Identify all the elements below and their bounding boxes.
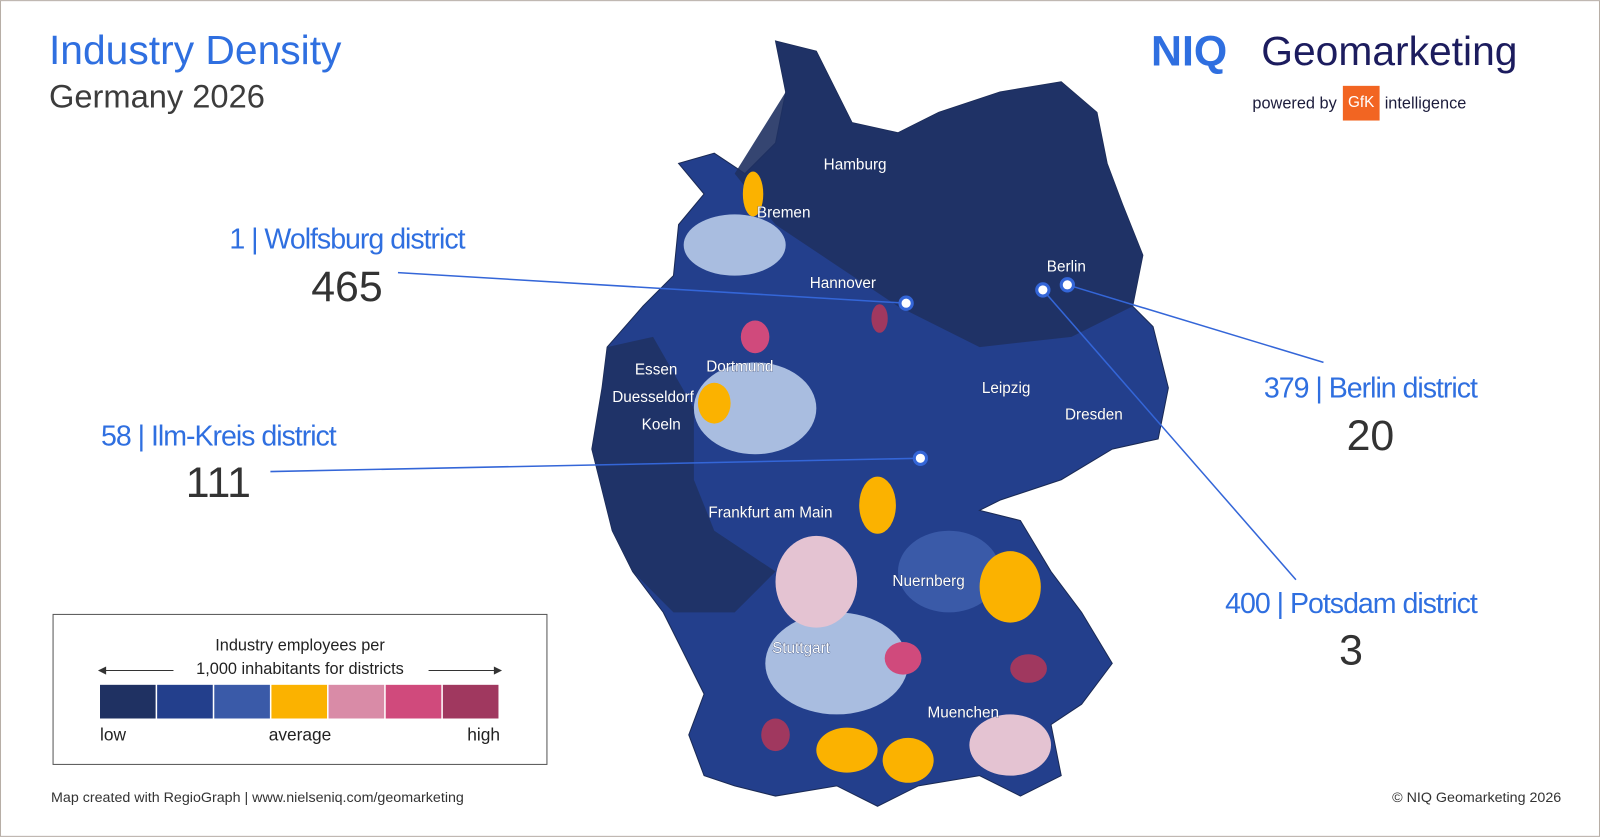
arrow-head: [493, 666, 503, 675]
germany-map: [591, 40, 1169, 807]
region-wine: [1010, 654, 1047, 683]
callout-label: 58 | Ilm-Kreis district: [101, 420, 337, 452]
callout-value: 3: [1339, 627, 1363, 675]
region-pink: [775, 535, 858, 628]
legend-label: low: [100, 724, 126, 744]
city-label: Hannover: [810, 275, 876, 292]
city-labels: Hamburg Bremen Hannover Berlin Essen Dortmund…: [612, 156, 1123, 722]
subtitle: Germany 2026: [49, 78, 265, 115]
city-label: Berlin: [1047, 259, 1086, 276]
callout-dot: [898, 295, 914, 311]
city-label: Koeln: [642, 417, 681, 434]
region-yellow: [697, 382, 731, 424]
legend-title: 1,000 inhabitants for districts: [196, 660, 404, 678]
city-label: Dortmund: [706, 359, 773, 376]
legend-swatch: [442, 684, 499, 719]
logo-powered: powered by: [1252, 95, 1337, 113]
region-yellow: [742, 171, 764, 217]
city-label: Stuttgart: [772, 640, 831, 657]
footer-right: © NIQ Geomarketing 2026: [1392, 790, 1561, 806]
footer-left: Map created with RegioGraph | www.nielse…: [51, 790, 464, 806]
region-mid: [897, 530, 1000, 613]
logo-partner-suffix: intelligence: [1385, 95, 1467, 113]
legend-swatch: [328, 684, 385, 719]
arrow-head: [97, 666, 107, 675]
legend-swatch: [157, 684, 213, 719]
callout-line: [1042, 289, 1297, 581]
callout-label: 400 | Potsdam district: [1225, 588, 1478, 620]
callout-label: 379 | Berlin district: [1264, 372, 1478, 404]
legend-swatch: [214, 684, 270, 719]
callout-value: 20: [1347, 412, 1395, 460]
region-magenta: [740, 320, 770, 354]
title: Industry Density: [49, 27, 342, 73]
city-label: Leipzig: [982, 380, 1030, 397]
callout-dot: [1059, 277, 1075, 293]
logo-brand: NIQ: [1151, 28, 1227, 76]
legend-title: Industry employees per: [215, 636, 385, 654]
region-light: [693, 362, 817, 455]
callout-dot: [1035, 282, 1051, 298]
city-label: Duesseldorf: [612, 389, 694, 406]
callout-line: [397, 271, 907, 304]
region-pink: [969, 714, 1052, 776]
city-label: Hamburg: [824, 156, 887, 173]
callout-line: [1067, 284, 1324, 364]
region-wine: [871, 304, 888, 333]
city-label: Nuernberg: [892, 573, 964, 590]
legend: Industry employees per 1,000 inhabitants…: [52, 613, 548, 765]
legend-swatch: [100, 684, 156, 719]
region-light: [683, 214, 786, 276]
callout-value: 111: [186, 459, 251, 507]
callouts: 1 | Wolfsburg district 465 58 | Ilm-Kreis …: [101, 223, 1479, 675]
city-label: Dresden: [1065, 406, 1123, 423]
region-dark: [591, 336, 776, 613]
callout-label: 1 | Wolfsburg district: [229, 223, 465, 255]
region-light: [765, 612, 909, 715]
legend-swatches: [100, 684, 499, 719]
gfk-box: [1342, 85, 1380, 121]
legend-label: high: [467, 724, 500, 744]
city-label: Bremen: [757, 204, 811, 221]
logo-partner: GfK: [1348, 94, 1375, 111]
region-magenta: [884, 641, 922, 675]
region-wine: [761, 718, 790, 752]
legend-label: average: [269, 724, 332, 744]
logo-product: Geomarketing: [1261, 28, 1517, 74]
region-yellow: [979, 551, 1041, 623]
city-label: Muenchen: [928, 704, 999, 721]
city-label: Essen: [635, 362, 678, 379]
legend-swatch: [385, 684, 442, 719]
region-yellow: [859, 476, 896, 534]
city-label: Frankfurt am Main: [708, 504, 832, 521]
region-dark: [734, 40, 1143, 348]
legend-swatch: [271, 684, 328, 719]
region-yellow: [882, 737, 934, 783]
callout-value: 465: [311, 263, 382, 311]
callout-dot: [912, 450, 929, 466]
callout-line: [270, 457, 921, 473]
region-yellow: [816, 727, 878, 773]
